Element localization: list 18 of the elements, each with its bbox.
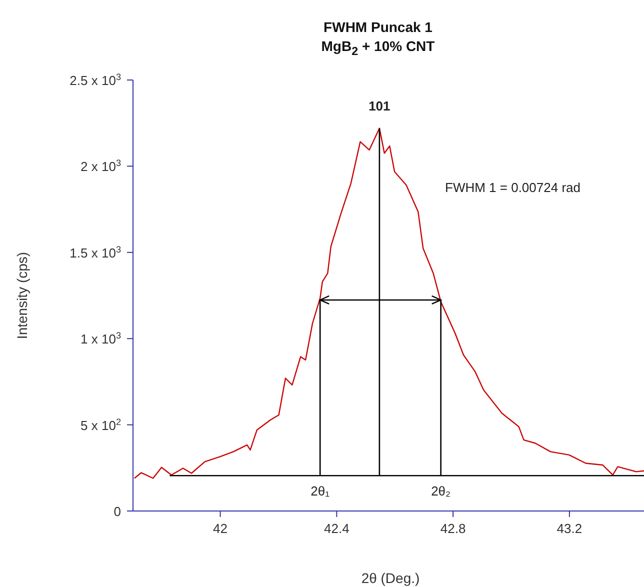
y-tick-label: 0 (114, 504, 121, 519)
y-tick-label: 1 x 10$^{3}$ (80, 330, 121, 347)
chart-subtitle: MgB$_{2}$ + 10% CNT (320, 37, 436, 60)
x-tick-label: 43.2 (556, 521, 582, 536)
x-tick-label: 42.8 (440, 521, 466, 536)
annotation: 101 (368, 98, 390, 114)
chart-title: FWHM Puncak 1 (322, 18, 434, 37)
y-tick-label: 5 x 10$^{2}$ (80, 416, 121, 433)
x-tick-label: 42.4 (324, 521, 350, 536)
y-tick-label: 1.5 x 10$^{3}$ (70, 244, 121, 260)
annotation: FWHM 1 = 0.00724 rad (445, 180, 580, 195)
annotation: 2θ₁ (310, 484, 330, 499)
y-tick-label: 2.5 x 10$^{3}$ (70, 72, 121, 88)
y-tick-label: 2 x 10$^{3}$ (80, 158, 121, 174)
annotation: 2θ₂ (431, 484, 451, 499)
x-tick-label: 42 (213, 521, 228, 536)
y-axis-title: Intensity (cps) (14, 252, 30, 340)
x-axis-title: 2θ (Deg.) (361, 570, 420, 586)
